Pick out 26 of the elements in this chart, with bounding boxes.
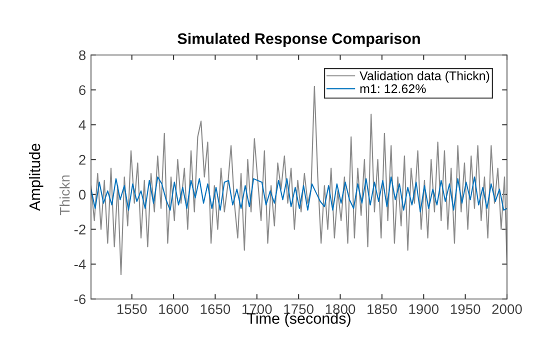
- x-tick-label: 1750: [284, 304, 314, 314]
- y-tick-label: 2: [79, 154, 86, 165]
- legend-label: Validation data (Thickn): [360, 71, 490, 83]
- y-tick-label: -4: [74, 260, 86, 270]
- text: Thickn: [60, 175, 70, 216]
- x-tick-label: 1650: [200, 304, 230, 314]
- y-tick-label: 8: [79, 50, 86, 60]
- y-tick-label: 0: [78, 190, 86, 200]
- legend-label: m1: 12.62%: [360, 84, 426, 94]
- chart-title: Simulated Response Comparison: [178, 32, 420, 48]
- y-tick-label: 4: [78, 120, 86, 130]
- x-tick-label: 1950: [450, 304, 480, 314]
- x-tick-label: 1800: [326, 304, 356, 314]
- x-axis-title: Time (seconds): [246, 312, 350, 327]
- y-tick-label: -2: [74, 224, 86, 234]
- x-tick-label: 2000: [492, 304, 522, 314]
- x-tick-label: 1700: [242, 304, 272, 314]
- y-tick-label: 6: [79, 85, 86, 96]
- x-tick-label: 1900: [409, 304, 439, 314]
- y-tick-label: -6: [74, 294, 86, 304]
- y-axis-title: Amplitude: [28, 144, 44, 211]
- x-tick-label: 1600: [159, 304, 188, 314]
- line-series: [91, 86, 507, 276]
- x-tick-label: 1850: [368, 304, 397, 314]
- line-series: [91, 176, 507, 212]
- x-tick-label: 1550: [117, 304, 147, 314]
